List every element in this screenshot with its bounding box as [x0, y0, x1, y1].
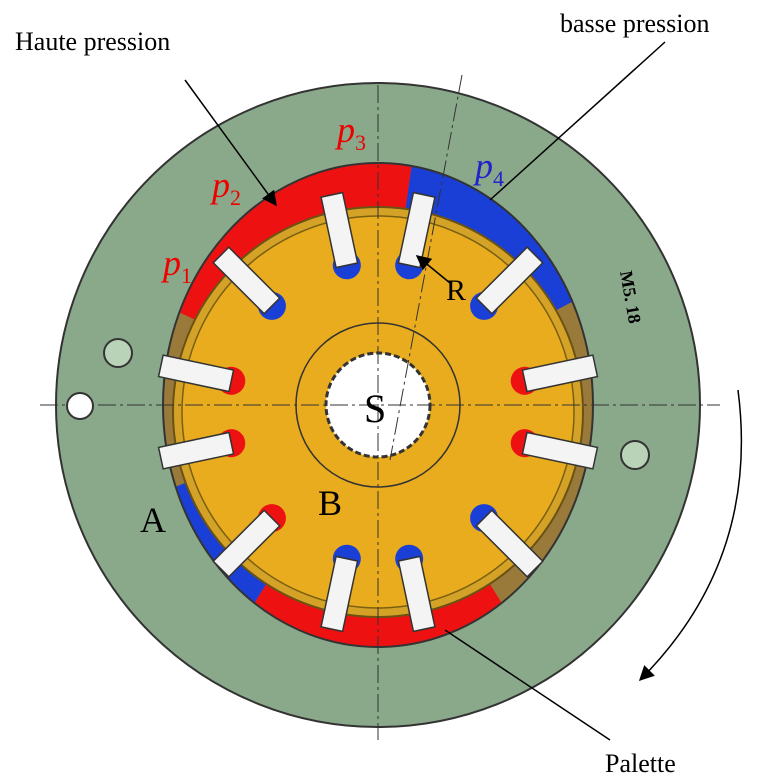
point-label: S	[364, 386, 386, 431]
vane	[470, 246, 544, 320]
vane	[510, 354, 599, 395]
vane-blade	[521, 431, 599, 470]
pressure-label: p3	[334, 110, 366, 155]
vane	[320, 191, 361, 280]
leader-line	[415, 255, 451, 284]
leader-line	[489, 41, 666, 201]
vane-blade	[157, 431, 235, 470]
vane	[395, 544, 436, 633]
vane	[320, 544, 361, 633]
callout: Haute pression	[15, 27, 170, 56]
leader-line	[184, 79, 277, 207]
vane	[212, 246, 286, 320]
vane-blade	[521, 354, 599, 393]
leader-line	[444, 629, 611, 741]
vane-blade	[320, 191, 359, 269]
vane	[157, 429, 246, 470]
hole	[103, 338, 133, 368]
vane-blade	[475, 246, 544, 315]
vane-blade	[320, 555, 359, 633]
vane-blade	[157, 354, 235, 393]
hole	[66, 392, 94, 420]
vane-blade	[212, 246, 281, 315]
pressure-label: p1	[160, 243, 192, 288]
vane	[470, 504, 544, 578]
point-label: B	[318, 483, 342, 523]
callout: basse pression	[560, 9, 709, 38]
vane	[510, 429, 599, 470]
vane-axis	[389, 74, 463, 461]
vane	[212, 504, 286, 578]
vane-blade	[397, 191, 436, 269]
callout: Palette	[605, 749, 676, 778]
point-label: A	[140, 500, 166, 540]
pressure-label: p4	[472, 146, 504, 191]
hole	[620, 440, 650, 470]
rotation-arrow	[638, 389, 743, 682]
vane	[157, 354, 246, 395]
vane-blade	[212, 509, 281, 578]
pressure-label: p2	[209, 165, 241, 210]
vane-blade	[475, 509, 544, 578]
point-label: R	[446, 274, 466, 307]
vane-blade	[397, 555, 436, 633]
